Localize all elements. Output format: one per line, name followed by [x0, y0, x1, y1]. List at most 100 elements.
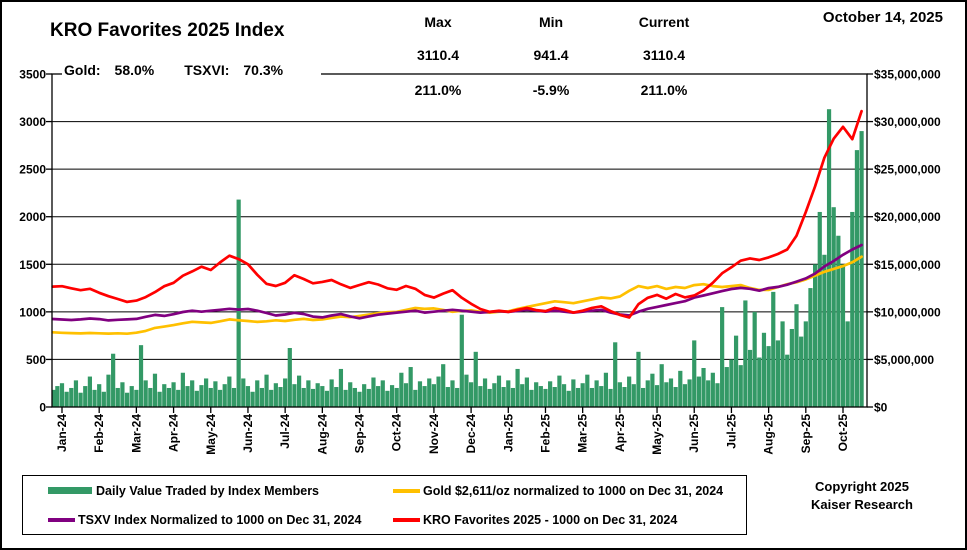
x-axis-label: May-24: [204, 414, 218, 455]
daily-value-bar: [803, 321, 808, 407]
daily-value-bar: [710, 372, 715, 407]
daily-value-bar: [789, 328, 794, 407]
daily-value-bar: [78, 392, 83, 407]
right-axis-label: $30,000,000: [874, 115, 941, 129]
copyright: Copyright 2025 Kaiser Research: [792, 478, 932, 514]
daily-value-bar: [176, 389, 181, 407]
daily-value-bar: [515, 368, 520, 407]
legend-item-gold: Gold $2,611/oz normalized to 1000 on Dec…: [393, 484, 746, 498]
daily-value-bar: [715, 383, 720, 407]
daily-value-bar: [589, 387, 595, 407]
copyright-line2: Kaiser Research: [811, 497, 913, 512]
daily-value-bar: [259, 387, 264, 407]
daily-value-bar: [87, 376, 92, 407]
x-axis-label: Oct-25: [836, 414, 850, 452]
legend-item-kro-favorites: KRO Favorites 2025 - 1000 on Dec 31, 202…: [393, 513, 746, 527]
daily-value-bar: [534, 382, 539, 407]
x-axis-label: Sep-24: [353, 414, 367, 454]
daily-value-bar: [320, 386, 325, 407]
x-axis-label: May-25: [650, 414, 664, 455]
daily-value-bar: [687, 379, 692, 407]
daily-value-bar: [403, 383, 409, 407]
daily-value-bar: [668, 378, 674, 407]
daily-value-bar: [296, 375, 302, 407]
daily-value-bar: [850, 211, 855, 407]
daily-value-bar: [306, 380, 311, 407]
daily-value-bar: [264, 374, 269, 407]
daily-value-bar: [543, 388, 548, 407]
daily-value-bar: [315, 383, 320, 407]
stats-header-current: Current: [638, 14, 690, 30]
x-axis-label: Jan-25: [501, 414, 515, 452]
daily-value-bar: [292, 384, 297, 407]
daily-value-bar: [59, 383, 65, 407]
x-axis-label: Mar-25: [576, 414, 590, 453]
daily-value-bar: [459, 314, 464, 407]
x-axis-label: Jul-24: [278, 414, 292, 449]
daily-value-bar: [273, 383, 278, 407]
max-index-value: 3110.4: [416, 47, 460, 63]
daily-value-bar: [357, 391, 362, 407]
daily-value-bar: [631, 384, 636, 407]
daily-value-bar: [813, 264, 818, 407]
daily-value-bar: [52, 389, 57, 407]
daily-value-bar: [510, 387, 516, 407]
x-axis-label: Mar-24: [129, 414, 143, 453]
daily-value-bar: [771, 291, 776, 407]
daily-value-bar: [213, 381, 218, 407]
daily-value-bar: [617, 382, 622, 407]
left-axis-label: 1000: [19, 305, 46, 319]
daily-value-bar: [115, 387, 120, 407]
daily-value-bar: [752, 311, 757, 407]
daily-value-bar: [111, 353, 116, 407]
daily-value-bar: [185, 386, 190, 407]
daily-value-bar: [324, 390, 330, 407]
legend-label: Daily Value Traded by Index Members: [96, 483, 320, 498]
plot-frame: [51, 73, 868, 408]
daily-value-bar: [371, 377, 376, 407]
right-axis-label: $5,000,000: [874, 353, 934, 367]
daily-value-bar: [720, 307, 725, 407]
daily-value-bar: [524, 377, 529, 407]
right-axis-label: $0: [874, 401, 888, 415]
daily-value-bar: [766, 346, 771, 407]
red-line-swatch-icon: [393, 517, 420, 522]
daily-value-bar: [455, 387, 460, 407]
legend-item-daily-value: Daily Value Traded by Index Members: [48, 484, 393, 498]
daily-value-bar: [706, 380, 711, 407]
left-axis-label: 500: [26, 353, 46, 367]
daily-value-bar: [69, 387, 74, 407]
daily-value-bar: [548, 381, 553, 407]
daily-value-bar: [468, 382, 474, 407]
right-axis-label: $35,000,000: [874, 68, 941, 82]
left-axis-label: 3000: [19, 115, 46, 129]
max-percent-value: 211.0%: [414, 82, 462, 98]
daily-value-bar: [310, 388, 316, 407]
daily-value-bar: [436, 376, 441, 407]
daily-value-bar: [376, 386, 381, 407]
line-series: [51, 109, 863, 319]
stats-header-max: Max: [424, 14, 452, 30]
daily-value-bar: [329, 379, 334, 407]
daily-value-bar: [138, 345, 144, 407]
daily-value-bar: [157, 391, 162, 407]
daily-value-bar: [180, 372, 185, 407]
daily-value-bar: [222, 384, 227, 407]
daily-value-bar: [729, 359, 734, 407]
daily-value-bar: [724, 367, 729, 407]
daily-value-bar: [747, 349, 753, 407]
daily-value-bar: [473, 351, 478, 407]
daily-value-bar: [785, 354, 790, 407]
gold-gain-value: 58.0%: [114, 62, 155, 78]
right-axis-label: $25,000,000: [874, 163, 941, 177]
daily-value-bar: [385, 390, 390, 407]
gold-line-swatch-icon: [393, 488, 420, 493]
copyright-line1: Copyright 2025: [815, 479, 909, 494]
daily-value-bar: [826, 109, 832, 408]
daily-value-bar: [204, 378, 209, 407]
daily-value-bar: [585, 374, 590, 407]
daily-value-bar: [134, 389, 139, 407]
daily-value-bar: [664, 382, 669, 407]
daily-value-bar: [162, 384, 167, 407]
